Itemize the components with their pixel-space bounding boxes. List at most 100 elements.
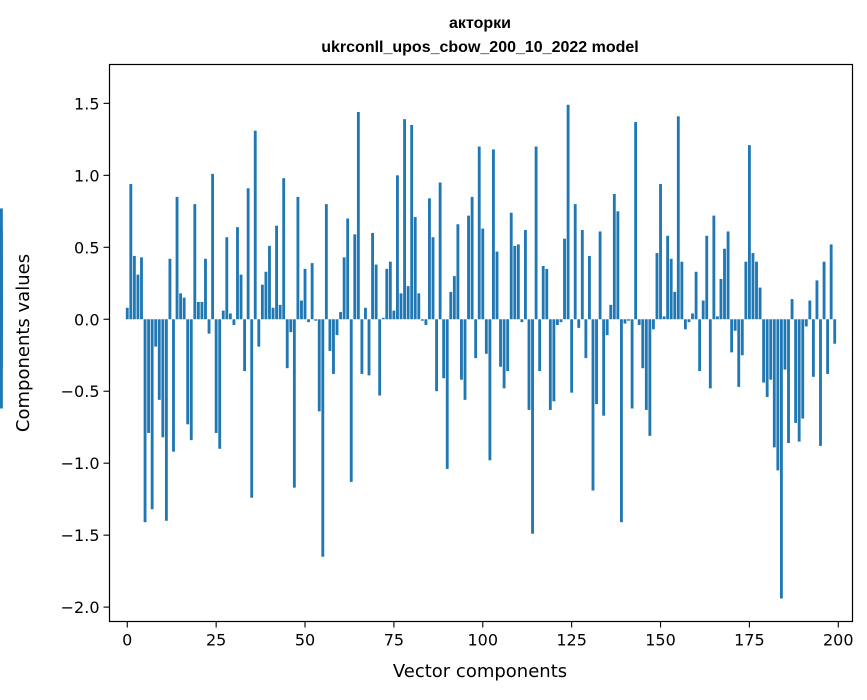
chart-subtitle: ukrconll_upos_cbow_200_10_2022 model [321,39,638,56]
bar [630,319,634,409]
bar [627,319,630,321]
bar [595,319,598,405]
bar [460,319,463,380]
bar [588,255,591,320]
bar [367,319,371,376]
bar [0,300,3,320]
bar [666,235,670,320]
bar [0,208,3,320]
bar [335,319,339,336]
bar [470,196,474,320]
bar [317,319,321,412]
bar [264,271,268,320]
bar [822,261,826,320]
bar [140,257,143,320]
bar [253,130,257,320]
bar [641,319,645,369]
bar [637,319,641,326]
bar [787,319,790,444]
bar [819,319,822,446]
bar [332,319,335,374]
bar [538,319,542,372]
bar [431,237,435,320]
bar [776,319,780,471]
bar [168,258,172,320]
bar [566,104,570,320]
bar [481,228,485,320]
bar [747,145,751,320]
bar [200,301,204,320]
bar [385,268,389,320]
bar [129,183,133,320]
bar [250,319,254,498]
bar [175,196,179,320]
bar [257,319,261,347]
bar [236,227,239,320]
bar [292,319,296,488]
x-tick-label: 25 [206,631,226,650]
bar [570,319,574,393]
bar [715,316,719,320]
bar [534,146,538,320]
bar [381,317,385,320]
bar [388,261,392,320]
bar [552,319,556,402]
bar [186,319,190,425]
bar [499,319,502,367]
bar [541,266,545,320]
bar [204,258,207,320]
bar [790,299,794,320]
bar [676,116,680,320]
bar [758,287,762,320]
bar [207,319,211,334]
bar [136,274,140,320]
bar [502,319,506,389]
y-axis-label: Components values [13,254,34,432]
bar [0,319,3,369]
y-tick-label: 0.0 [74,310,99,329]
bar [733,319,737,331]
bar [214,319,218,433]
bar [726,231,730,320]
bar [371,232,374,320]
bar [634,122,638,320]
bar [659,183,662,320]
x-tick-label: 125 [556,631,587,650]
bar [364,307,367,320]
bar [477,146,481,320]
bar [744,261,748,320]
bar [428,198,431,320]
bar [296,196,300,320]
bar [808,300,812,320]
bar [655,253,659,320]
bar [683,319,687,330]
bar [616,211,620,320]
bar [691,313,694,320]
bar [669,258,673,320]
y-tick-label: −2.0 [61,598,100,617]
bar [591,319,595,491]
bar [580,230,584,320]
bar [300,300,303,320]
y-axis-ticks: −2.0 −1.5 −1.0 −0.5 0.0 0.5 1.0 1.5 [61,94,110,617]
y-tick-label: 0.5 [74,238,99,257]
x-tick-label: 150 [645,631,676,650]
x-axis-ticks: 0 25 50 75 100 125 150 175 200 [122,621,854,650]
x-tick-label: 200 [823,631,854,650]
bar [360,319,364,374]
chart-title: акторки [449,15,511,32]
x-axis-label: Vector components [393,661,567,682]
bar [769,319,773,380]
bar [374,264,378,320]
bar [563,238,566,320]
bar [150,319,154,510]
y-tick-label: 1.0 [74,166,99,185]
bar [545,268,549,320]
bar [623,319,627,324]
bar [410,124,414,320]
bar [285,319,289,369]
bar [520,319,524,323]
bar [463,319,467,400]
bar [527,319,531,410]
